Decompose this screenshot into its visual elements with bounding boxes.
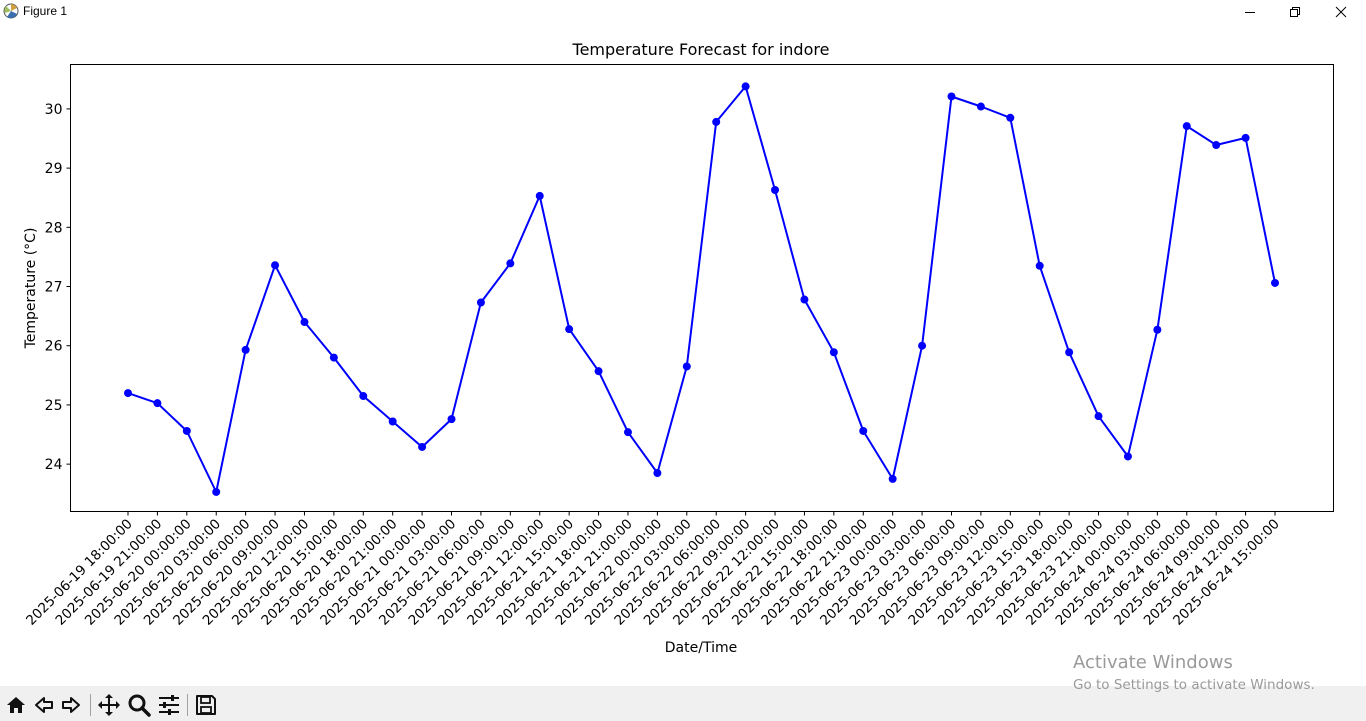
data-point <box>741 82 750 91</box>
home-button[interactable] <box>3 692 29 718</box>
pan-button[interactable] <box>96 692 122 718</box>
y-tick-label: 26 <box>45 339 63 355</box>
figure-canvas[interactable]: Temperature Forecast for indore 24 25 26 27… <box>0 24 1366 686</box>
close-icon <box>1335 6 1347 18</box>
data-point <box>1153 325 1162 334</box>
back-button[interactable] <box>31 692 57 718</box>
data-point <box>359 392 368 401</box>
home-icon <box>7 697 25 713</box>
forward-button[interactable] <box>58 692 84 718</box>
y-tick-label: 30 <box>45 102 63 118</box>
toolbar-separator <box>90 694 91 716</box>
y-tick-label: 29 <box>45 161 63 177</box>
y-axis-label: Temperature (°C) <box>23 228 39 350</box>
matplotlib-app-icon <box>2 2 20 20</box>
data-point <box>124 389 132 398</box>
data-point <box>447 415 456 424</box>
y-tick-label: 28 <box>45 220 63 236</box>
restore-icon <box>1290 7 1300 17</box>
data-point <box>623 428 632 437</box>
configure-subplots-icon <box>159 695 179 715</box>
data-point <box>829 348 838 357</box>
data-point <box>418 442 427 451</box>
data-point <box>771 186 780 195</box>
data-point <box>1006 113 1015 122</box>
minimize-button[interactable] <box>1227 0 1273 24</box>
navigation-toolbar <box>0 686 1366 721</box>
minimize-icon <box>1245 12 1255 13</box>
save-icon <box>196 695 216 715</box>
window-titlebar: Figure 1 <box>0 0 1366 24</box>
data-point <box>476 298 485 307</box>
data-point <box>153 399 162 408</box>
data-point <box>329 353 338 362</box>
series-line <box>127 85 1276 493</box>
data-point <box>1065 348 1074 357</box>
data-point <box>1271 278 1279 287</box>
y-tick-label: 25 <box>45 398 63 414</box>
data-point <box>1241 133 1250 142</box>
data-point <box>947 92 956 101</box>
data-point <box>300 318 309 327</box>
series-temperature <box>124 82 1279 496</box>
data-point <box>682 362 691 371</box>
line-chart: Temperature Forecast for indore 24 25 26 27… <box>23 40 1334 656</box>
data-point <box>1212 141 1221 150</box>
data-point <box>1035 261 1044 270</box>
zoom-button[interactable] <box>126 692 152 718</box>
zoom-icon <box>128 694 151 717</box>
y-tick-label: 24 <box>45 457 63 473</box>
restore-button[interactable] <box>1272 0 1318 24</box>
x-axis-label: Date/Time <box>665 640 737 656</box>
pan-icon <box>98 694 120 716</box>
save-button[interactable] <box>193 692 219 718</box>
data-point <box>506 259 515 268</box>
data-point <box>535 191 544 200</box>
watermark-subtitle: Go to Settings to activate Windows. <box>1073 677 1315 693</box>
activate-windows-watermark: Activate Windows Go to Settings to activ… <box>1073 652 1315 695</box>
y-tick-label: 27 <box>45 280 63 296</box>
forward-arrow-icon <box>62 697 80 713</box>
data-point <box>212 487 221 496</box>
data-point <box>859 426 868 435</box>
watermark-title: Activate Windows <box>1073 652 1233 673</box>
chart-title: Temperature Forecast for indore <box>572 40 830 59</box>
data-point <box>1094 412 1103 421</box>
data-point <box>712 117 721 126</box>
y-axis: 24 25 26 27 28 29 30 <box>45 102 71 473</box>
data-point <box>182 426 191 435</box>
configure-subplots-button[interactable] <box>156 692 182 718</box>
back-arrow-icon <box>35 697 53 713</box>
data-point <box>1182 122 1191 131</box>
data-point <box>888 474 897 483</box>
plot-frame <box>70 64 1334 512</box>
data-point <box>271 261 280 270</box>
data-point <box>653 469 662 478</box>
data-point <box>800 295 809 304</box>
toolbar-separator <box>187 694 188 716</box>
data-point <box>388 417 397 426</box>
data-point <box>918 341 927 350</box>
data-point <box>1123 452 1132 461</box>
window-title: Figure 1 <box>23 4 68 18</box>
data-point <box>241 345 250 354</box>
data-point <box>594 367 603 376</box>
close-button[interactable] <box>1318 0 1364 24</box>
data-point <box>565 325 574 334</box>
data-point <box>976 102 985 111</box>
